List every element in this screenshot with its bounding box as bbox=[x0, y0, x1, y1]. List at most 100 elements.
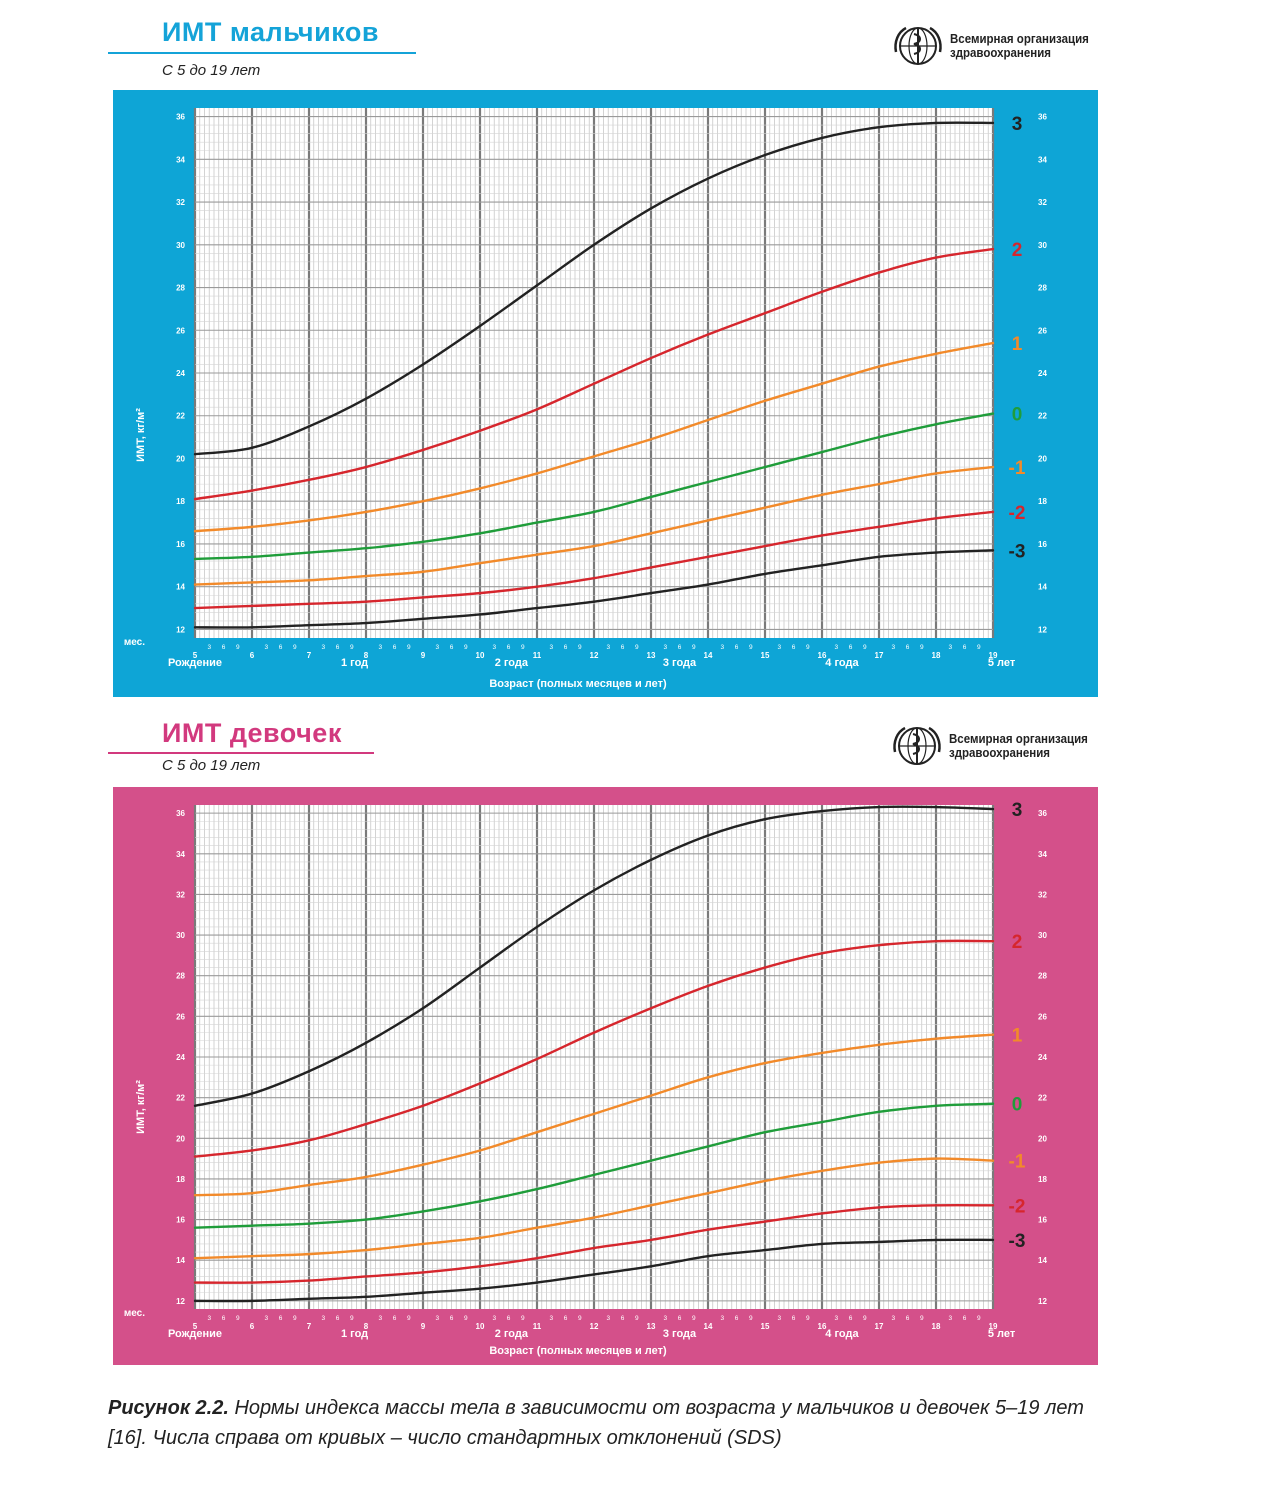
x-tick-label: 5 bbox=[193, 1322, 198, 1331]
y-tick-label-right: 32 bbox=[1038, 198, 1047, 207]
x-tick-label: 17 bbox=[875, 1322, 884, 1331]
x-tick-label: 13 bbox=[647, 1322, 656, 1331]
x-tick-label: 6 bbox=[250, 651, 255, 660]
y-tick-label-right: 20 bbox=[1038, 1134, 1047, 1143]
age-label: 3 года bbox=[663, 1328, 697, 1340]
month-tick-label: 6 bbox=[678, 1315, 682, 1322]
sds-curve bbox=[193, 1102, 995, 1229]
sds-curve-label: 3 bbox=[1012, 800, 1023, 821]
month-tick-label: 3 bbox=[264, 1315, 268, 1322]
x-tick-label: 10 bbox=[476, 651, 485, 660]
y-tick-label: 26 bbox=[176, 1012, 185, 1021]
sds-curve-label: 1 bbox=[1012, 334, 1023, 355]
girls-chart: ИМТ, кг/м² мес. Возраст (полных месяцев … bbox=[124, 800, 1048, 1357]
y-tick-label: 22 bbox=[176, 412, 185, 421]
sds-curve bbox=[193, 465, 995, 586]
girls-who-text: Всемирная организация здравоохранения bbox=[949, 732, 1088, 760]
month-tick-label: 6 bbox=[222, 644, 226, 651]
x-tick-label: 6 bbox=[250, 1322, 255, 1331]
y-tick-label: 32 bbox=[176, 198, 185, 207]
sds-curve bbox=[193, 939, 995, 1158]
month-tick-label: 9 bbox=[350, 644, 354, 651]
age-label: 4 года bbox=[825, 657, 859, 669]
month-tick-label: 9 bbox=[293, 644, 297, 651]
y-tick-label: 12 bbox=[176, 625, 185, 634]
month-tick-label: 9 bbox=[749, 1315, 753, 1322]
month-tick-label: 6 bbox=[564, 1315, 568, 1322]
y-tick-label-right: 36 bbox=[1038, 809, 1047, 818]
x-tick-label: 12 bbox=[590, 1322, 599, 1331]
y-tick-label-right: 28 bbox=[1038, 284, 1047, 293]
sds-curve-label: 2 bbox=[1012, 240, 1023, 261]
who-emblem-icon bbox=[894, 26, 942, 65]
month-tick-label: 3 bbox=[435, 644, 439, 651]
boys-who-line2: здравоохранения bbox=[950, 46, 1052, 60]
month-tick-label: 6 bbox=[735, 1315, 739, 1322]
month-tick-label: 9 bbox=[578, 1315, 582, 1322]
y-tick-label-right: 16 bbox=[1038, 540, 1047, 549]
sds-curve bbox=[193, 549, 995, 629]
month-tick-label: 6 bbox=[621, 1315, 625, 1322]
sds-curve-label: -3 bbox=[1009, 541, 1026, 562]
y-tick-label: 24 bbox=[176, 369, 185, 378]
x-tick-label: 9 bbox=[421, 1322, 426, 1331]
girls-chart-panel: ИМТ, кг/м² мес. Возраст (полных месяцев … bbox=[113, 787, 1098, 1365]
month-tick-label: 3 bbox=[834, 1315, 838, 1322]
girls-subtitle: С 5 до 19 лет bbox=[162, 757, 261, 774]
sds-curve-label: -2 bbox=[1009, 503, 1026, 524]
y-tick-label: 18 bbox=[176, 497, 185, 506]
x-tick-label: 8 bbox=[364, 651, 369, 660]
month-tick-label: 3 bbox=[207, 1315, 211, 1322]
y-tick-label: 26 bbox=[176, 326, 185, 335]
figure-caption: Рисунок 2.2. Нормы индекса массы тела в … bbox=[108, 1393, 1118, 1453]
month-tick-label: 3 bbox=[720, 1315, 724, 1322]
month-tick-label: 6 bbox=[450, 644, 454, 651]
month-tick-label: 3 bbox=[720, 644, 724, 651]
month-tick-label: 6 bbox=[393, 644, 397, 651]
month-tick-label: 6 bbox=[279, 1315, 283, 1322]
y-tick-label: 24 bbox=[176, 1053, 185, 1062]
x-tick-label: 5 bbox=[193, 651, 198, 660]
y-tick-label-right: 26 bbox=[1038, 326, 1047, 335]
boys-who-logo: Всемирная организация здравоохранения bbox=[892, 24, 1101, 68]
month-tick-label: 9 bbox=[464, 1315, 468, 1322]
sds-curve bbox=[193, 1204, 995, 1284]
month-tick-label: 6 bbox=[336, 644, 340, 651]
boys-title-underline bbox=[108, 52, 416, 54]
month-tick-label: 6 bbox=[849, 1315, 853, 1322]
sds-curve-label: 3 bbox=[1012, 114, 1023, 135]
girls-title: ИМТ девочек bbox=[162, 718, 342, 749]
x-tick-label: 7 bbox=[307, 651, 312, 660]
month-tick-label: 6 bbox=[336, 1315, 340, 1322]
y-tick-label: 34 bbox=[176, 155, 185, 164]
month-tick-label: 9 bbox=[692, 644, 696, 651]
age-label: 2 года bbox=[495, 1328, 529, 1340]
month-tick-label: 3 bbox=[777, 644, 781, 651]
month-tick-label: 6 bbox=[621, 644, 625, 651]
month-tick-label: 6 bbox=[792, 644, 796, 651]
y-tick-label: 36 bbox=[176, 113, 185, 122]
x-tick-label: 15 bbox=[761, 651, 770, 660]
grid bbox=[193, 805, 995, 1309]
x-tick-label: 9 bbox=[421, 651, 426, 660]
sds-curve-label: -2 bbox=[1009, 1196, 1026, 1217]
x-tick-label: 13 bbox=[647, 651, 656, 660]
y-tick-label: 18 bbox=[176, 1175, 185, 1184]
month-tick-label: 9 bbox=[920, 644, 924, 651]
month-tick-label: 3 bbox=[549, 644, 553, 651]
x-tick-label: 10 bbox=[476, 1322, 485, 1331]
month-tick-label: 3 bbox=[321, 1315, 325, 1322]
month-tick-label: 3 bbox=[549, 1315, 553, 1322]
month-tick-label: 6 bbox=[906, 1315, 910, 1322]
month-tick-label: 3 bbox=[606, 644, 610, 651]
month-tick-label: 3 bbox=[492, 1315, 496, 1322]
y-tick-label-right: 34 bbox=[1038, 155, 1047, 164]
caption-text: Нормы индекса массы тела в зависимости о… bbox=[108, 1397, 1084, 1449]
month-tick-label: 9 bbox=[749, 644, 753, 651]
y-tick-label-right: 26 bbox=[1038, 1012, 1047, 1021]
y-tick-label: 12 bbox=[176, 1297, 185, 1306]
sds-curve bbox=[193, 1157, 995, 1260]
x-tick-label: 16 bbox=[818, 1322, 827, 1331]
month-tick-label: 6 bbox=[963, 1315, 967, 1322]
y-tick-label: 14 bbox=[176, 583, 185, 592]
